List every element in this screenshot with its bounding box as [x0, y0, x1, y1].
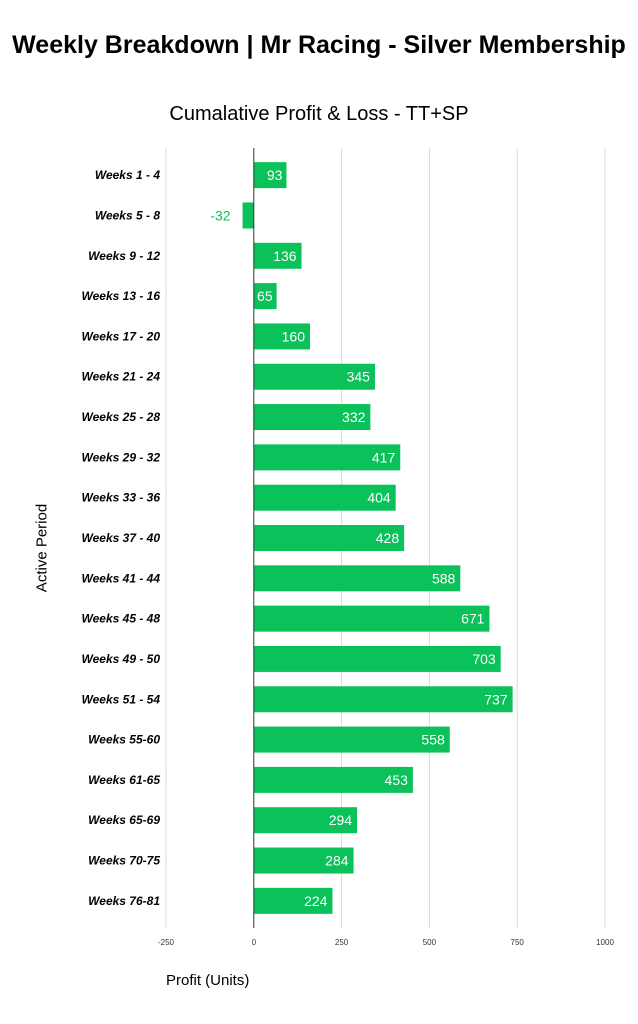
bar — [253, 444, 401, 471]
x-tick-label: 250 — [335, 938, 349, 947]
data-label: 294 — [329, 812, 353, 828]
data-label: -32 — [210, 207, 230, 223]
data-label: 345 — [347, 369, 371, 385]
data-label: 428 — [376, 530, 400, 546]
category-label: Weeks 76-81 — [88, 894, 160, 908]
category-label: Weeks 21 - 24 — [82, 370, 161, 384]
data-label: 417 — [372, 449, 396, 465]
bar — [253, 525, 405, 551]
bar — [253, 242, 302, 269]
data-label: 160 — [282, 328, 306, 344]
data-label: 453 — [385, 772, 409, 788]
bar — [253, 645, 501, 672]
category-label: Weeks 37 - 40 — [82, 531, 161, 545]
category-label: Weeks 13 - 16 — [82, 289, 161, 303]
category-label: Weeks 41 - 44 — [82, 571, 161, 585]
category-label: Weeks 70-75 — [88, 854, 160, 868]
bar — [253, 686, 513, 713]
chart-title: Weekly Breakdown | Mr Racing - Silver Me… — [12, 31, 626, 59]
data-label: 224 — [304, 893, 328, 909]
x-tick-label: -250 — [158, 938, 175, 947]
bar — [253, 726, 450, 753]
data-label: 588 — [432, 570, 456, 586]
bar — [253, 323, 310, 350]
x-tick-label: 1000 — [596, 938, 614, 947]
category-label: Weeks 25 - 28 — [82, 410, 161, 424]
x-axis-label: Profit (Units) — [166, 972, 250, 989]
bar — [253, 847, 354, 874]
bar — [253, 363, 375, 390]
bar — [253, 766, 413, 793]
bar — [253, 887, 333, 914]
category-label: Weeks 51 - 54 — [82, 692, 161, 706]
bar — [253, 283, 277, 310]
category-label: Weeks 9 - 12 — [88, 249, 160, 263]
data-label: 404 — [367, 490, 391, 506]
bar — [253, 565, 461, 592]
data-label: 65 — [257, 288, 273, 304]
x-tick-label: 500 — [423, 938, 437, 947]
category-label: Weeks 33 - 36 — [82, 491, 161, 505]
category-label: Weeks 65-69 — [88, 813, 160, 827]
bar — [253, 807, 358, 834]
category-label: Weeks 29 - 32 — [82, 450, 161, 464]
data-label: 284 — [325, 853, 349, 869]
bar — [242, 202, 254, 229]
data-label: 332 — [342, 409, 366, 425]
data-label: 703 — [472, 651, 496, 667]
category-label: Weeks 55-60 — [88, 733, 160, 747]
category-label: Weeks 45 - 48 — [82, 612, 161, 626]
data-label: 671 — [461, 611, 485, 627]
bar — [253, 162, 287, 189]
bar — [253, 484, 396, 511]
x-tick-label: 0 — [252, 938, 257, 947]
chart-subtitle: Cumalative Profit & Loss - TT+SP — [169, 103, 469, 125]
data-label: 737 — [484, 691, 508, 707]
data-label: 558 — [421, 732, 445, 748]
data-label: 93 — [267, 167, 283, 183]
category-label: Weeks 17 - 20 — [82, 329, 161, 343]
data-label: 136 — [273, 248, 297, 264]
bar — [253, 404, 371, 431]
category-label: Weeks 5 - 8 — [95, 208, 160, 222]
category-label: Weeks 61-65 — [88, 773, 160, 787]
bar — [253, 605, 490, 632]
x-tick-label: 750 — [511, 938, 525, 947]
category-label: Weeks 1 - 4 — [95, 168, 160, 182]
category-label: Weeks 49 - 50 — [82, 652, 161, 666]
